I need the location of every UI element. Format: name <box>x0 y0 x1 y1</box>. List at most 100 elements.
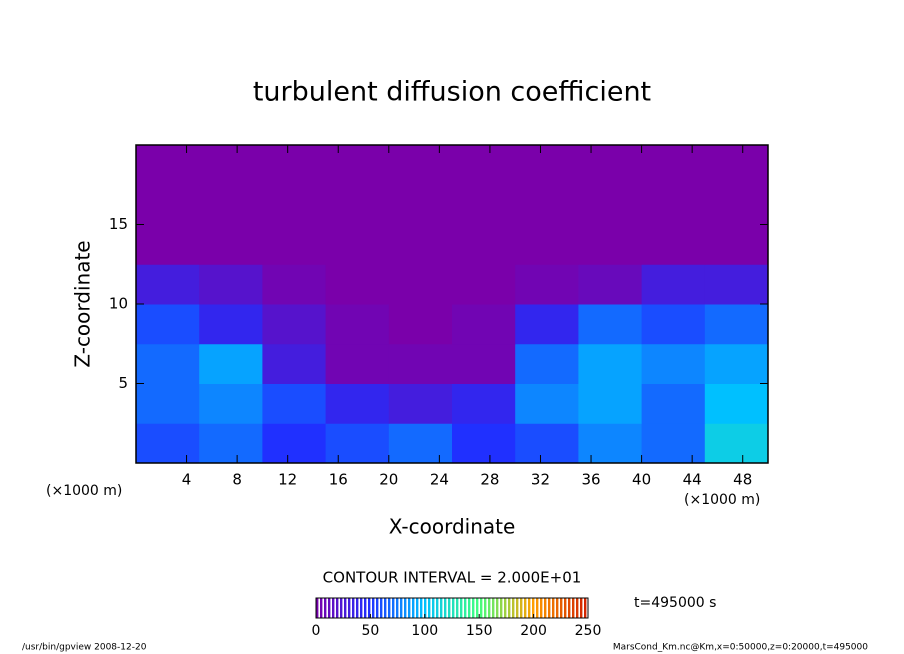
colorbar-strip <box>488 598 491 618</box>
x-tick-label: 12 <box>278 471 297 489</box>
field-cell <box>199 264 263 305</box>
colorbar-strip <box>520 598 523 618</box>
field-cell <box>325 343 390 384</box>
field-cell <box>515 343 579 384</box>
x-unit: (×1000 m) <box>684 492 760 508</box>
field-cell <box>452 264 516 305</box>
colorbar-strip <box>496 598 499 618</box>
colorbar-strip <box>556 598 559 618</box>
x-tick-label: 20 <box>379 471 398 489</box>
colorbar-strip <box>420 598 423 618</box>
field-cell <box>515 145 579 186</box>
colorbar-strip <box>428 598 431 618</box>
field-cell <box>578 224 643 265</box>
field-cell <box>199 145 263 186</box>
contour-interval: CONTOUR INTERVAL = 2.000E+01 <box>323 569 582 587</box>
field-cell <box>262 264 327 305</box>
colorbar-strip <box>364 598 367 618</box>
colorbar-strip <box>512 598 515 618</box>
field-cell <box>388 304 453 345</box>
colorbar-strip <box>432 598 435 618</box>
x-tick-label: 40 <box>632 471 651 489</box>
field-cell <box>452 383 516 424</box>
colorbar-strip <box>408 598 411 618</box>
y-tick-label: 5 <box>118 374 128 392</box>
colorbar-strip <box>456 598 459 618</box>
colorbar-strip <box>516 598 519 618</box>
field-cell <box>325 264 390 305</box>
colorbar-strip <box>472 598 475 618</box>
colorbar-strip <box>436 598 439 618</box>
colorbar-strip <box>416 598 419 618</box>
colorbar-strip <box>464 598 467 618</box>
field-cell <box>515 264 579 305</box>
x-tick-label: 36 <box>581 471 600 489</box>
colorbar-strip <box>572 598 575 618</box>
field-cell <box>325 304 390 345</box>
field-cell <box>262 304 327 345</box>
field-cell <box>262 383 327 424</box>
y-tick-label: 15 <box>109 215 128 233</box>
x-tick-label: 32 <box>531 471 550 489</box>
field-cell <box>641 423 706 464</box>
x-unit: (×1000 m) <box>46 483 122 499</box>
field-cell <box>136 184 200 225</box>
field-cell <box>136 423 200 464</box>
field-cell <box>325 423 390 464</box>
field-cell <box>515 304 579 345</box>
colorbar-strip <box>388 598 391 618</box>
field-cell <box>388 423 453 464</box>
colorbar-strip <box>480 598 483 618</box>
field-cell <box>325 184 390 225</box>
field-cell <box>641 145 706 186</box>
colorbar-strip <box>504 598 507 618</box>
field-cell <box>388 264 453 305</box>
field-cell <box>199 343 263 384</box>
colorbar-strip <box>352 598 355 618</box>
field-cell <box>452 423 516 464</box>
field-cell <box>388 224 453 265</box>
chart-title: turbulent diffusion coefficient <box>253 77 651 108</box>
colorbar-tick-label: 250 <box>575 623 602 639</box>
colorbar-strip <box>584 598 587 618</box>
field-cell <box>515 423 579 464</box>
field-cell <box>641 343 706 384</box>
colorbar-strip <box>404 598 407 618</box>
x-tick-label: 8 <box>232 471 242 489</box>
colorbar-strip <box>492 598 495 618</box>
colorbar-strip <box>500 598 503 618</box>
field-cell <box>325 145 390 186</box>
field-cell <box>262 184 327 225</box>
field-cell <box>262 423 327 464</box>
x-tick-label: 48 <box>733 471 752 489</box>
field-cell <box>578 145 643 186</box>
field-cell <box>262 224 327 265</box>
y-tick-label: 10 <box>109 295 128 313</box>
field-cell <box>578 184 643 225</box>
field-cell <box>578 264 643 305</box>
footer: /usr/bin/gpview 2008-12-20 <box>22 643 147 653</box>
x-tick-label: 44 <box>683 471 702 489</box>
field-cell <box>136 264 200 305</box>
field-cell <box>325 383 390 424</box>
field-cell <box>136 145 200 186</box>
colorbar-strip <box>316 598 319 618</box>
colorbar-strip <box>360 598 363 618</box>
field-cell <box>578 343 643 384</box>
field-cell <box>452 224 516 265</box>
colorbar-strip <box>384 598 387 618</box>
field-cell <box>578 383 643 424</box>
field-cell <box>262 145 327 186</box>
colorbar-strip <box>444 598 447 618</box>
time-label: t=495000 s <box>634 595 716 611</box>
colorbar-strip <box>372 598 375 618</box>
colorbar-strip <box>544 598 547 618</box>
colorbar-strip <box>324 598 327 618</box>
field-cell <box>199 423 263 464</box>
colorbar-strip <box>524 598 527 618</box>
field-cell <box>704 145 769 186</box>
colorbar-strip <box>528 598 531 618</box>
colorbar-strip <box>320 598 323 618</box>
field-cell <box>199 304 263 345</box>
